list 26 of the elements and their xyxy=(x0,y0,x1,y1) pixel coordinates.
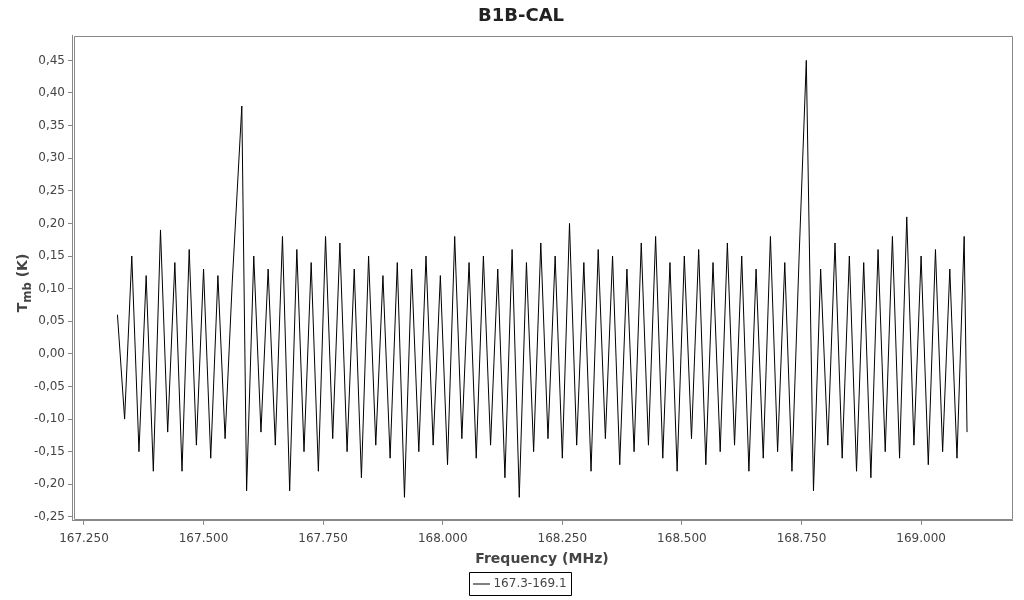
y-tick-label: 0,10 xyxy=(38,280,65,295)
y-tick-label: 0,45 xyxy=(38,52,65,67)
y-tick-label: 0,20 xyxy=(38,215,65,230)
y-tick-label: 0,00 xyxy=(38,345,65,360)
x-tick-label: 167.750 xyxy=(298,531,348,546)
x-tick-label: 168.750 xyxy=(776,531,827,546)
y-tick-label: 0,15 xyxy=(38,248,65,263)
y-tick-label: 0,25 xyxy=(38,182,65,197)
x-tick-label: 168.000 xyxy=(417,531,468,546)
y-tick-label: -0,15 xyxy=(33,443,65,458)
x-tick-label: 168.500 xyxy=(657,531,707,546)
y-tick-label: -0,05 xyxy=(33,378,65,393)
y-tick-label: 0,40 xyxy=(38,85,65,100)
y-tick-label: -0,20 xyxy=(33,476,65,491)
x-tick-label: 167.500 xyxy=(178,531,229,546)
legend-label: 167.3-169.1 xyxy=(493,576,567,591)
x-tick-label: 167.250 xyxy=(59,531,109,546)
x-tick-label: 169.000 xyxy=(896,531,946,546)
y-tick-label: 0,30 xyxy=(38,150,65,165)
x-tick-label: 168.250 xyxy=(537,531,588,546)
y-tick-label: 0,05 xyxy=(38,313,65,328)
y-tick-label: 0,35 xyxy=(38,117,65,132)
chart-title: B1B-CAL xyxy=(477,4,565,26)
x-axis-title: Frequency (MHz) xyxy=(475,550,609,567)
y-tick-label: -0,25 xyxy=(33,509,65,524)
y-tick-label: -0,10 xyxy=(33,411,65,426)
